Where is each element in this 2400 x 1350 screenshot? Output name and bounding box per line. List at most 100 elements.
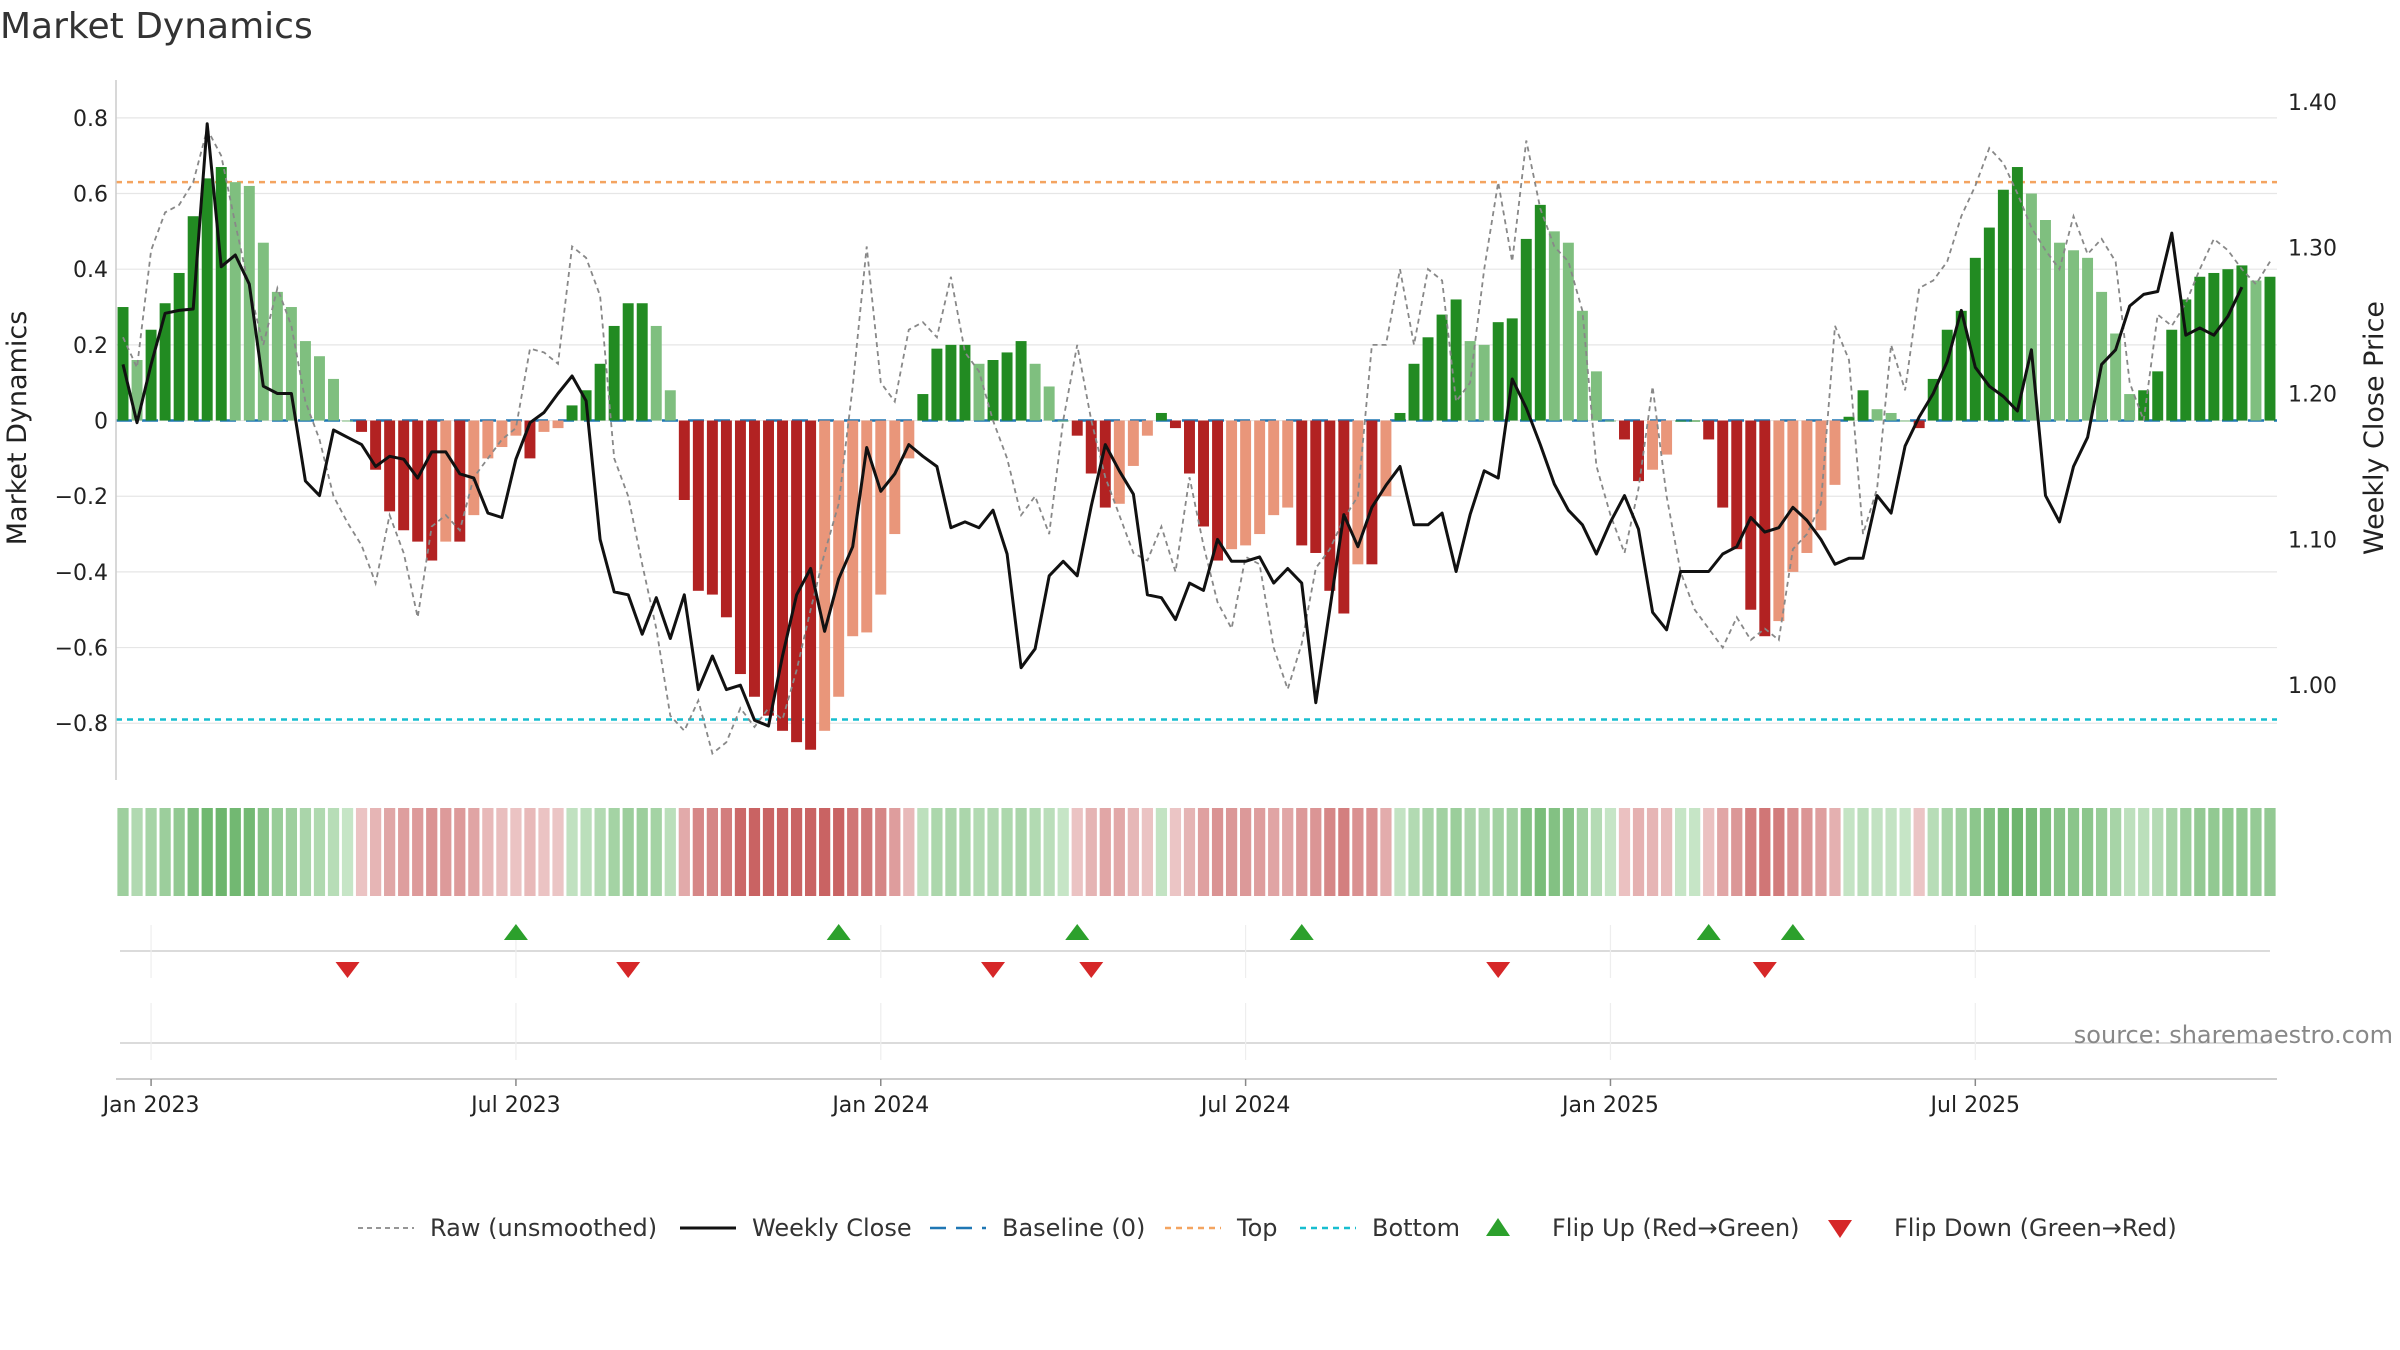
dynamics-bar bbox=[749, 420, 760, 697]
heat-strip-cell bbox=[2095, 808, 2108, 896]
flip-down-marker bbox=[616, 962, 641, 978]
heat-strip-cell bbox=[1282, 808, 1294, 896]
heat-strip-cell bbox=[1787, 808, 1799, 896]
dynamics-bar bbox=[2180, 299, 2192, 421]
dynamics-bar bbox=[299, 341, 311, 421]
dynamics-bar bbox=[145, 329, 157, 421]
heat-strip-cell bbox=[313, 808, 326, 896]
heat-strip-cell bbox=[412, 808, 424, 896]
dynamics-bar bbox=[973, 363, 985, 421]
dynamics-bar bbox=[1562, 242, 1574, 421]
dynamics-bar bbox=[1787, 420, 1799, 572]
dynamics-bar bbox=[215, 167, 227, 421]
left-tick-label: −0.2 bbox=[55, 485, 108, 510]
heat-strip-cell bbox=[201, 808, 213, 896]
dynamics-bar bbox=[2250, 280, 2262, 421]
dynamics-bar bbox=[608, 325, 620, 421]
legend-raw-label: Raw (unsmoothed) bbox=[430, 1214, 657, 1242]
dynamics-bar bbox=[1997, 189, 2009, 421]
dynamics-bar bbox=[1520, 238, 1532, 421]
dynamics-bar bbox=[1268, 420, 1280, 516]
heat-strip-cell bbox=[145, 808, 157, 896]
heat-strip-cell bbox=[847, 808, 859, 896]
dynamics-bar bbox=[889, 420, 901, 535]
dynamics-bar bbox=[440, 420, 452, 542]
heat-strip-cell bbox=[552, 808, 564, 896]
heat-strip-cell bbox=[2053, 808, 2066, 896]
heat-strip-cell bbox=[945, 808, 957, 896]
dynamics-bar bbox=[875, 420, 887, 595]
dynamics-bar bbox=[1871, 409, 1883, 421]
heat-strip-cell bbox=[1562, 808, 1574, 896]
legend-weekly-close-label: Weekly Close bbox=[752, 1214, 912, 1242]
dynamics-bar bbox=[1689, 420, 1701, 422]
heat-strip-cell bbox=[2124, 808, 2136, 896]
dynamics-bar bbox=[1619, 420, 1630, 440]
heat-strip-cell bbox=[1492, 808, 1504, 896]
legend-flip-up-swatch bbox=[1486, 1218, 1510, 1236]
heat-strip-cell bbox=[1296, 808, 1308, 896]
dynamics-bar bbox=[1633, 420, 1644, 482]
date-tick-label: Jul 2025 bbox=[1929, 1093, 2021, 1118]
dynamics-bar bbox=[510, 420, 522, 436]
heat-strip-cell bbox=[1759, 808, 1771, 896]
dynamics-bar bbox=[1141, 420, 1153, 436]
dynamics-bar bbox=[2264, 276, 2276, 421]
dynamics-bar bbox=[356, 420, 368, 432]
dynamics-bar bbox=[1310, 420, 1322, 553]
dynamics-bar bbox=[1198, 420, 1209, 527]
heat-strip-cell bbox=[1450, 808, 1462, 896]
heat-strip-cell bbox=[2264, 808, 2276, 896]
dynamics-bar bbox=[706, 420, 718, 595]
dynamics-bar bbox=[720, 420, 732, 618]
heat-strip-cell bbox=[1660, 808, 1673, 896]
heat-strip-cell bbox=[973, 808, 985, 896]
heat-strip-cell bbox=[1857, 808, 1869, 896]
heat-strip-cell bbox=[762, 808, 775, 896]
dynamics-bar bbox=[187, 216, 199, 421]
heat-strip-cell bbox=[1155, 808, 1168, 896]
heat-strip-cell bbox=[1534, 808, 1546, 896]
legend-bottom-label: Bottom bbox=[1372, 1214, 1460, 1242]
date-tick-label: Jul 2024 bbox=[1199, 1093, 1291, 1118]
left-axis-title: Market Dynamics bbox=[2, 311, 33, 546]
dynamics-bar bbox=[342, 420, 354, 422]
heat-strip-cell bbox=[931, 808, 943, 896]
heat-strip-cell bbox=[159, 808, 171, 896]
dynamics-bar bbox=[594, 363, 606, 421]
dynamics-bar bbox=[777, 420, 789, 731]
heat-strip-cell bbox=[1338, 808, 1350, 896]
flip-down-marker bbox=[335, 962, 360, 978]
left-tick-label: 0.6 bbox=[73, 183, 108, 208]
dynamics-bar bbox=[1380, 420, 1392, 497]
heat-strip-cell bbox=[566, 808, 578, 896]
dynamics-bar bbox=[2124, 394, 2136, 421]
dynamics-bar bbox=[1155, 412, 1167, 421]
dynamics-bar bbox=[2208, 272, 2220, 421]
heat-strip-cell bbox=[1254, 808, 1266, 896]
dynamics-bar bbox=[1885, 412, 1897, 421]
heat-strip-cell bbox=[1927, 808, 1939, 896]
heat-strip-cell bbox=[1225, 808, 1238, 896]
heat-strip-cell bbox=[1478, 808, 1490, 896]
heat-strip-cell bbox=[187, 808, 199, 896]
heat-strip-cell bbox=[2222, 808, 2234, 896]
raw-unsmoothed-line bbox=[122, 126, 2271, 756]
dynamics-bar bbox=[1955, 310, 1967, 421]
dynamics-bar bbox=[1815, 420, 1827, 531]
heat-strip-cell bbox=[804, 808, 817, 896]
dynamics-bar bbox=[1941, 329, 1953, 421]
heat-strip-cell bbox=[650, 808, 662, 896]
heat-strip-cell bbox=[1310, 808, 1322, 896]
heat-strip-cell bbox=[2152, 808, 2164, 896]
dynamics-bar bbox=[131, 360, 143, 421]
dynamics-bar bbox=[861, 420, 873, 633]
dynamics-bar bbox=[1969, 257, 1981, 421]
date-tick-label: Jan 2023 bbox=[101, 1093, 200, 1118]
dynamics-bar bbox=[1324, 420, 1336, 591]
dynamics-bar bbox=[1296, 420, 1308, 546]
heat-strip-cell bbox=[2138, 808, 2150, 896]
dynamics-bar bbox=[1703, 420, 1715, 440]
dynamics-bar bbox=[1731, 420, 1743, 550]
dynamics-bar bbox=[1717, 420, 1729, 508]
